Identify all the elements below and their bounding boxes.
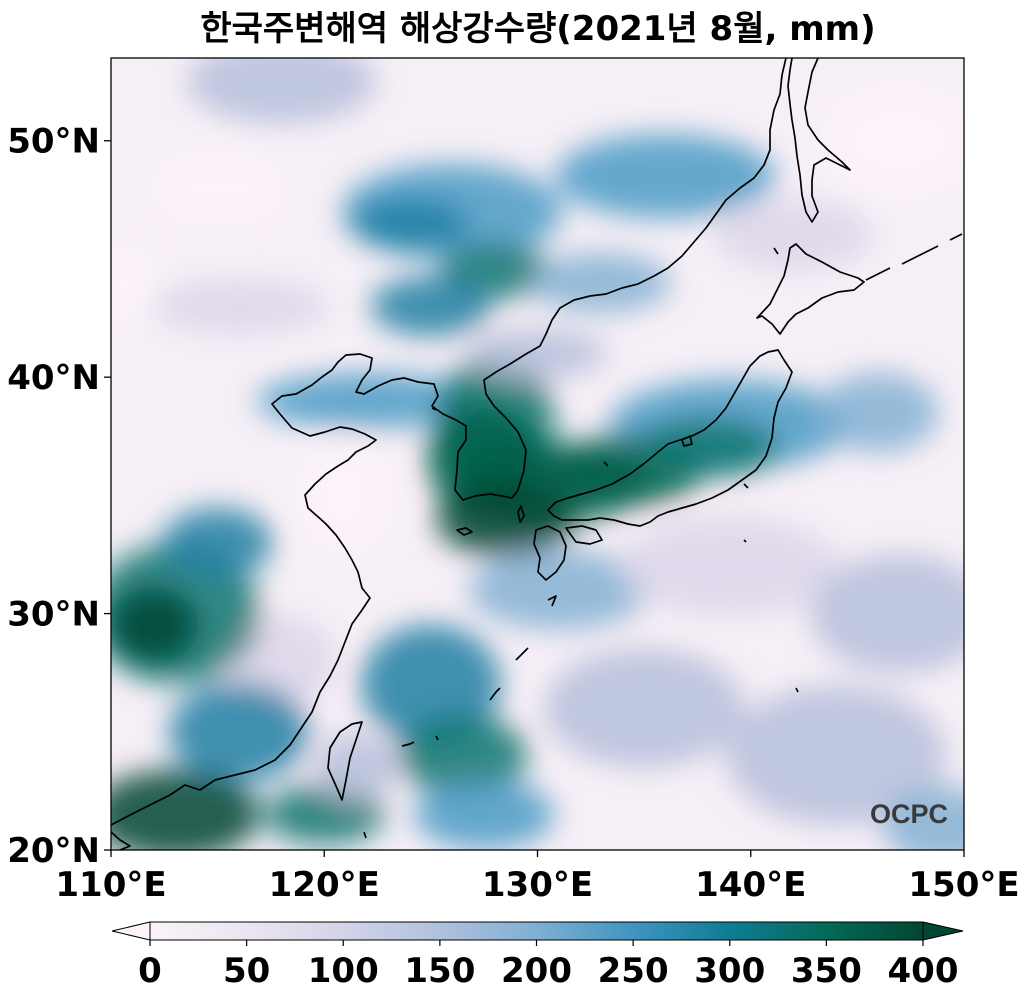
colorbar-tick-label: 50 xyxy=(223,951,270,991)
rain-cell xyxy=(397,715,528,796)
rain-cell xyxy=(162,507,273,578)
x-axis: 110°E 120°E 130°E 140°E 150°E xyxy=(55,850,1020,905)
y-tick-label: 30°N xyxy=(7,595,100,635)
rain-cell xyxy=(360,624,501,745)
rain-cell xyxy=(882,786,964,850)
rain-cell xyxy=(349,198,470,249)
coastline-jeju xyxy=(456,527,473,536)
rain-cell xyxy=(111,587,199,664)
coastline-taiwan xyxy=(327,721,363,801)
x-tick-label: 140°E xyxy=(695,865,806,905)
colorbar-tick-label: 100 xyxy=(308,951,379,991)
rain-cell xyxy=(256,372,477,429)
rain-cell xyxy=(810,553,964,674)
map-panel: OCPC xyxy=(111,58,964,850)
rain-cell xyxy=(638,418,779,479)
colorbar-extend-low xyxy=(111,921,151,941)
rain-cell xyxy=(435,481,576,558)
rain-cell xyxy=(414,779,555,850)
y-axis: 20°N 30°N 40°N 50°N xyxy=(7,122,111,871)
colorbar: 0 50 100 150 200 250 300 350 400 xyxy=(111,921,964,991)
colorbar-bar xyxy=(149,921,924,941)
rain-cell xyxy=(818,372,939,453)
rain-cell xyxy=(314,733,399,802)
coastline-ryukyu xyxy=(401,595,557,747)
x-tick-label: 130°E xyxy=(482,865,593,905)
colorbar-tick-label: 400 xyxy=(888,951,959,991)
rain-cell xyxy=(111,769,260,850)
chart-title: 한국주변해역 해상강수량(2021년 8월, mm) xyxy=(200,9,875,49)
x-tick-label: 150°E xyxy=(908,865,1019,905)
colorbar-ticks: 0 50 100 150 200 250 300 350 400 xyxy=(138,940,958,991)
colorbar-tick-label: 250 xyxy=(598,951,669,991)
rain-cell xyxy=(713,199,874,272)
rain-cell xyxy=(467,328,608,379)
y-tick-label: 20°N xyxy=(7,831,100,871)
y-tick-label: 40°N xyxy=(7,358,100,398)
rain-cell xyxy=(111,242,162,323)
rain-cell xyxy=(619,516,840,617)
colorbar-extend-high xyxy=(922,921,964,941)
colorbar-tick-label: 300 xyxy=(694,951,765,991)
rain-cell xyxy=(555,134,776,219)
colorbar-tick-label: 200 xyxy=(501,951,572,991)
coastline-misc-islands xyxy=(363,247,799,839)
coastline-mainland xyxy=(111,58,787,826)
rain-cell xyxy=(295,435,396,556)
colorbar-tick-label: 150 xyxy=(404,951,475,991)
colorbar-tick-label: 0 xyxy=(138,951,162,991)
rain-cell xyxy=(168,681,309,782)
rain-cell xyxy=(468,549,649,630)
rain-cell xyxy=(531,252,672,313)
ocpc-watermark: OCPC xyxy=(870,799,948,829)
x-tick-label: 110°E xyxy=(55,865,166,905)
rain-cell xyxy=(726,685,947,826)
coastline-kyushu xyxy=(533,525,567,581)
rain-cell xyxy=(370,276,491,337)
colorbar-tick-label: 350 xyxy=(791,951,862,991)
rain-cell xyxy=(544,648,745,769)
rain-cell xyxy=(186,58,377,124)
rain-cell xyxy=(147,148,288,229)
coastline-hainan xyxy=(111,831,131,850)
coastline-shikoku xyxy=(565,525,603,545)
rain-cell xyxy=(148,278,329,335)
rain-cell xyxy=(820,80,964,201)
coastlines xyxy=(111,58,963,850)
coastline-sado xyxy=(681,435,693,447)
coastline-kurils xyxy=(865,233,963,281)
coastline-hokkaido xyxy=(756,243,865,335)
coastline-tsushima xyxy=(517,505,525,523)
coastline-sakhalin xyxy=(787,58,851,223)
y-tick-label: 50°N xyxy=(7,122,100,162)
x-tick-label: 120°E xyxy=(269,865,380,905)
coastline-honshu xyxy=(547,349,793,527)
